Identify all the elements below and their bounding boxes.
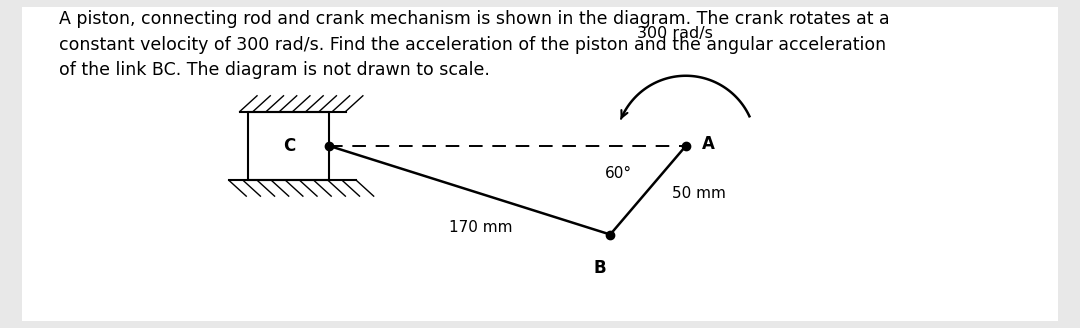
Text: B: B (593, 259, 606, 277)
Text: 50 mm: 50 mm (672, 186, 726, 201)
Text: A: A (702, 135, 715, 153)
FancyBboxPatch shape (22, 7, 1058, 321)
Text: 170 mm: 170 mm (449, 220, 512, 235)
Text: A piston, connecting rod and crank mechanism is shown in the diagram. The crank : A piston, connecting rod and crank mecha… (59, 10, 890, 79)
Bar (248, 112, 329, 180)
Text: C: C (283, 137, 295, 155)
Text: 300 rad/s: 300 rad/s (637, 26, 713, 41)
Text: 60°: 60° (605, 166, 632, 181)
